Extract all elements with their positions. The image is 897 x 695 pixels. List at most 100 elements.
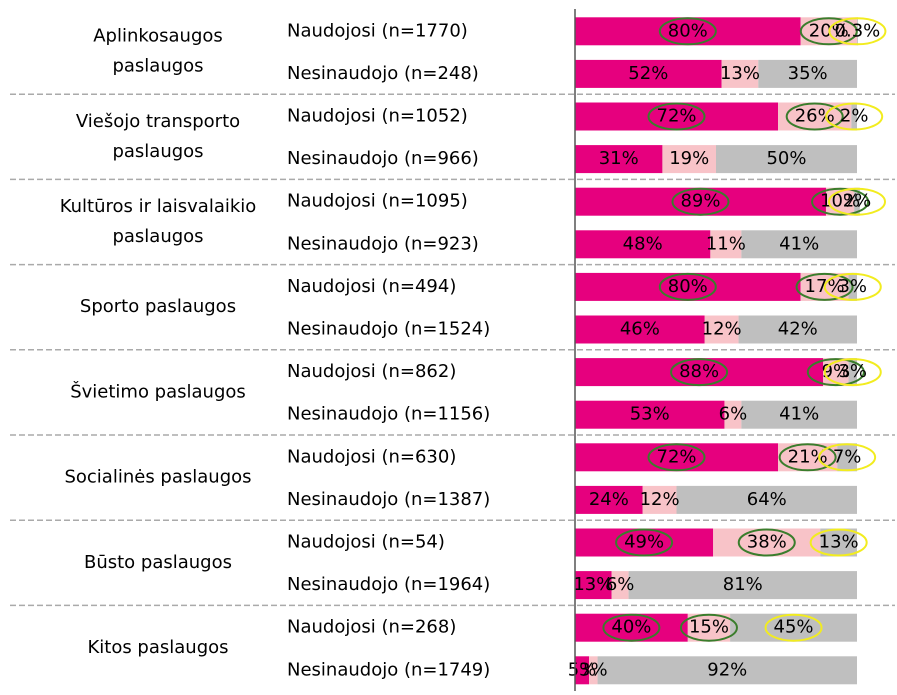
bar-segment (642, 485, 677, 514)
bar-segment (716, 145, 857, 174)
value-label: 13% (819, 532, 859, 553)
highlight-circle (828, 17, 887, 46)
value-label: 41% (779, 233, 819, 254)
row-label: Naudojosi (n=54) (287, 532, 445, 553)
value-label: 35% (788, 63, 828, 84)
value-label: 12% (702, 319, 742, 340)
bar-segment (575, 613, 688, 642)
bar-segment (575, 272, 801, 301)
row-label: Naudojosi (n=1052) (287, 106, 468, 127)
row-label: Naudojosi (n=494) (287, 276, 456, 297)
value-label: 3% (838, 276, 867, 297)
group-label: Švietimo paslaugos (70, 380, 246, 402)
highlight-circle (823, 358, 882, 387)
group-label: Būsto paslaugos (84, 552, 232, 573)
highlight-circle (658, 17, 717, 46)
value-label: 89% (680, 191, 720, 212)
value-label: 24% (589, 489, 629, 510)
highlight-circle (795, 272, 854, 301)
bar-segment (662, 145, 716, 174)
bar-segment (854, 187, 860, 216)
bar-segment (575, 145, 663, 174)
highlight-circle (823, 272, 882, 301)
bar-segment (738, 315, 857, 344)
highlight-circle (828, 187, 886, 216)
bar-segment (597, 656, 857, 685)
bar-segment (820, 528, 857, 557)
bar-segment (848, 358, 857, 387)
row-label: Nesinaudojo (n=1156) (287, 404, 490, 425)
highlight-circle (647, 443, 706, 472)
bar-segment (724, 400, 742, 429)
bar-segment (575, 656, 590, 685)
row-label: Nesinaudojo (n=1387) (287, 489, 490, 510)
highlight-circle (778, 443, 837, 472)
bar-segment (851, 102, 857, 131)
highlight-circle (679, 613, 738, 642)
bar-segment (710, 230, 742, 259)
value-label: 38% (747, 532, 787, 553)
value-label: 92% (707, 659, 747, 680)
highlight-circle (737, 528, 796, 557)
value-label: 72% (657, 106, 697, 127)
value-label: 31% (599, 148, 639, 169)
row-label: Nesinaudojo (n=1964) (287, 574, 490, 595)
group-label: Kultūros ir laisvalaikio (60, 196, 257, 217)
highlight-circle (806, 358, 865, 387)
value-label: 15% (689, 617, 729, 638)
highlight-circle (785, 102, 844, 131)
group-label: Socialinės paslaugos (64, 467, 251, 488)
value-label: 11% (706, 233, 746, 254)
bar-segment (575, 358, 824, 387)
value-label: 48% (623, 233, 663, 254)
bar-segment (758, 59, 857, 88)
value-label: 2% (843, 191, 872, 212)
bar-segment (575, 443, 779, 472)
highlight-circle (764, 613, 823, 642)
value-label: 45% (774, 617, 814, 638)
value-label: 53% (630, 404, 670, 425)
bar-segment (575, 102, 779, 131)
group-label: Kitos paslaugos (87, 637, 228, 658)
highlight-circle (809, 528, 868, 557)
bar-segment (575, 230, 711, 259)
row-label: Nesinaudojo (n=1749) (287, 659, 490, 680)
group-label: paslaugos (112, 141, 203, 162)
bar-segment (575, 528, 714, 557)
group-label: paslaugos (112, 226, 203, 247)
bar-segment (687, 613, 731, 642)
value-label: 64% (747, 489, 787, 510)
group-label: Sporto paslaugos (80, 296, 236, 317)
value-label: 13% (720, 63, 760, 84)
row-label: Naudojosi (n=862) (287, 361, 456, 382)
value-label: 13% (573, 574, 613, 595)
value-label: 80% (668, 20, 708, 41)
value-label: 7% (833, 446, 862, 467)
highlight-circle (799, 17, 858, 46)
bar-segment (628, 571, 857, 600)
row-label: Nesinaudojo (n=966) (287, 148, 479, 169)
value-label: 41% (779, 404, 819, 425)
bar-segment (575, 59, 722, 88)
bar-segment (575, 187, 826, 216)
bar-segment (730, 613, 857, 642)
group-label: Aplinkosaugos (93, 26, 223, 47)
row-label: Naudojosi (n=1770) (287, 20, 468, 41)
row-label: Nesinaudojo (n=248) (287, 63, 479, 84)
highlight-circle (811, 187, 870, 216)
bar-segment (611, 571, 629, 600)
bar-segment (575, 571, 612, 600)
value-label: 52% (628, 63, 668, 84)
bar-segment (778, 102, 852, 131)
value-label: 6% (719, 404, 748, 425)
highlight-circle (818, 443, 877, 472)
bar-segment (741, 230, 857, 259)
highlight-circle (602, 613, 661, 642)
value-label: 19% (669, 148, 709, 169)
value-label: 42% (778, 319, 818, 340)
highlight-circle (670, 358, 729, 387)
row-label: Nesinaudojo (n=923) (287, 233, 479, 254)
value-label: 88% (679, 361, 719, 382)
value-label: 6% (606, 574, 635, 595)
